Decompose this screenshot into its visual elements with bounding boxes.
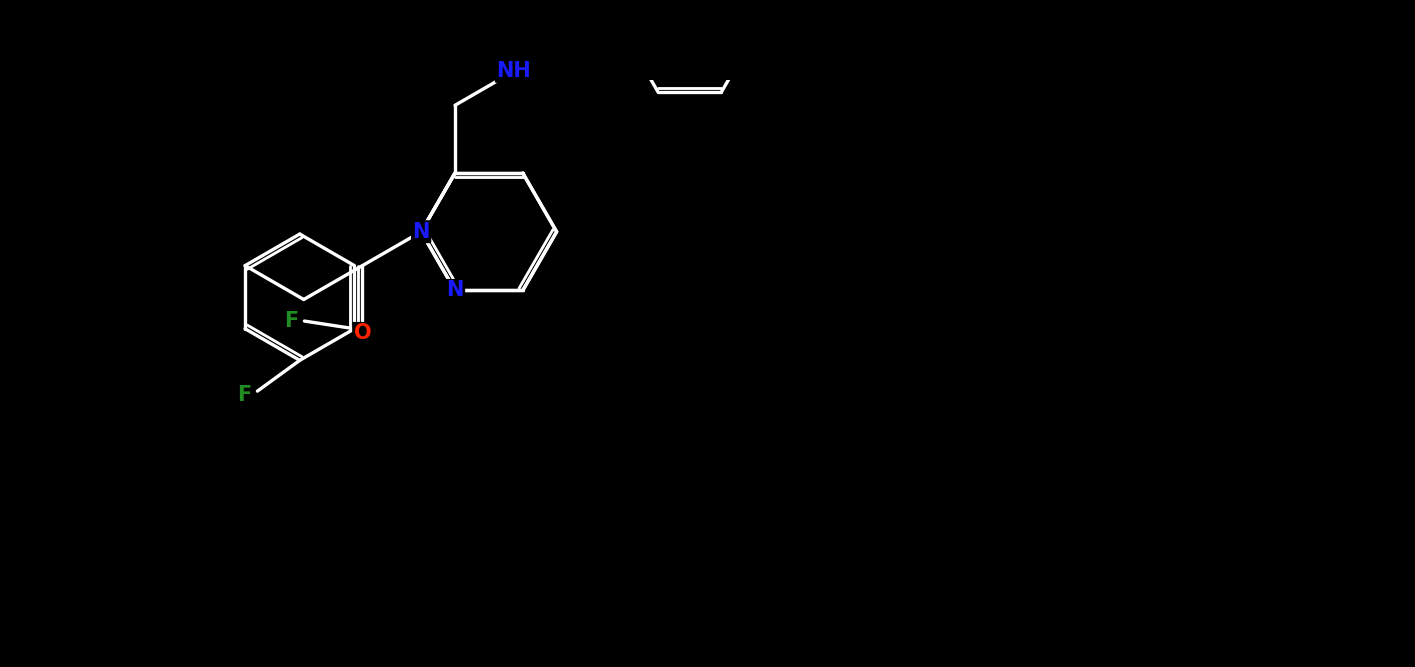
Text: NH: NH	[497, 61, 531, 81]
Text: F: F	[238, 385, 252, 405]
Text: N: N	[446, 280, 464, 300]
Text: O: O	[354, 323, 371, 344]
Text: F: F	[284, 311, 299, 331]
Text: N: N	[412, 221, 430, 241]
